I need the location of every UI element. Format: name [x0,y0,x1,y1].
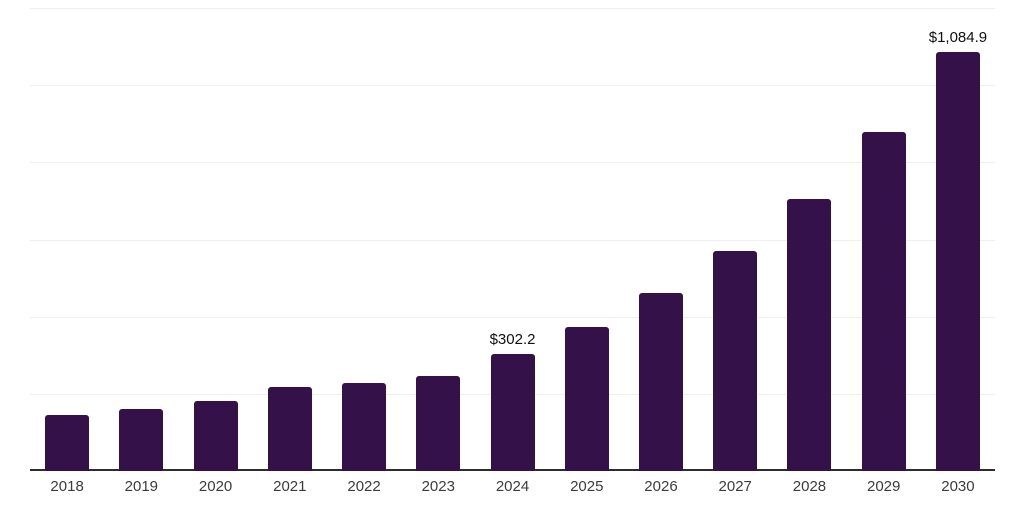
bars-container: $302.2 $1,084.9 [30,8,995,471]
x-tick-2019: 2019 [124,478,159,495]
bar-band-2020 [178,8,252,471]
bar-2021 [267,386,312,471]
x-tick-2026: 2026 [644,478,678,495]
bar-band-2028 [772,8,846,471]
bar-2019 [119,408,164,471]
gridline-1000 [30,85,995,87]
x-tick-2022: 2022 [347,478,381,495]
gridline-1200 [30,8,995,9]
bar-band-2018 [30,8,104,471]
x-tick-2024: 2024 [495,478,530,495]
x-tick-2023: 2023 [421,478,455,495]
bar-2024 [490,354,535,471]
bar-2026 [638,292,683,471]
bar-2023 [416,375,461,471]
value-label-2030: $1,084.9 [928,29,988,47]
value-label-2024: $302.2 [489,331,536,349]
bar-2018 [45,415,90,471]
bar-band-2025 [550,8,624,471]
bar-2028 [787,198,832,471]
bar-band-2029 [847,8,921,471]
bar-band-2026 [624,8,698,471]
bar-2027 [713,251,758,471]
bar-2020 [193,400,238,471]
bar-2030 [935,52,980,471]
x-tick-2018: 2018 [50,478,84,495]
x-tick-2028: 2028 [792,478,827,495]
x-tick-2027: 2027 [718,478,752,495]
bar-band-2024: $302.2 [475,8,549,471]
x-tick-2025: 2025 [570,478,604,495]
gridline-600 [30,239,995,241]
gridline-400 [30,316,995,318]
bar-band-2023 [401,8,475,471]
x-tick-2029: 2029 [867,478,901,495]
x-axis-labels: 2018 2019 2020 2021 2022 2023 2024 2025 2026 2027… [30,479,995,494]
x-tick-2030: 2030 [941,478,975,495]
plot-area: $302.2 $1,084.9 [30,8,995,471]
gridline-800 [30,162,995,164]
bar-band-2027 [698,8,772,471]
bar-2022 [342,382,387,471]
bar-band-2030: $1,084.9 [921,8,995,471]
x-tick-2020: 2020 [198,478,233,495]
bar-2025 [564,326,609,471]
bar-band-2019 [104,8,178,471]
bar-band-2022 [327,8,401,471]
x-tick-2021: 2021 [273,478,307,495]
bar-band-2021 [253,8,327,471]
bar-2029 [861,132,906,471]
